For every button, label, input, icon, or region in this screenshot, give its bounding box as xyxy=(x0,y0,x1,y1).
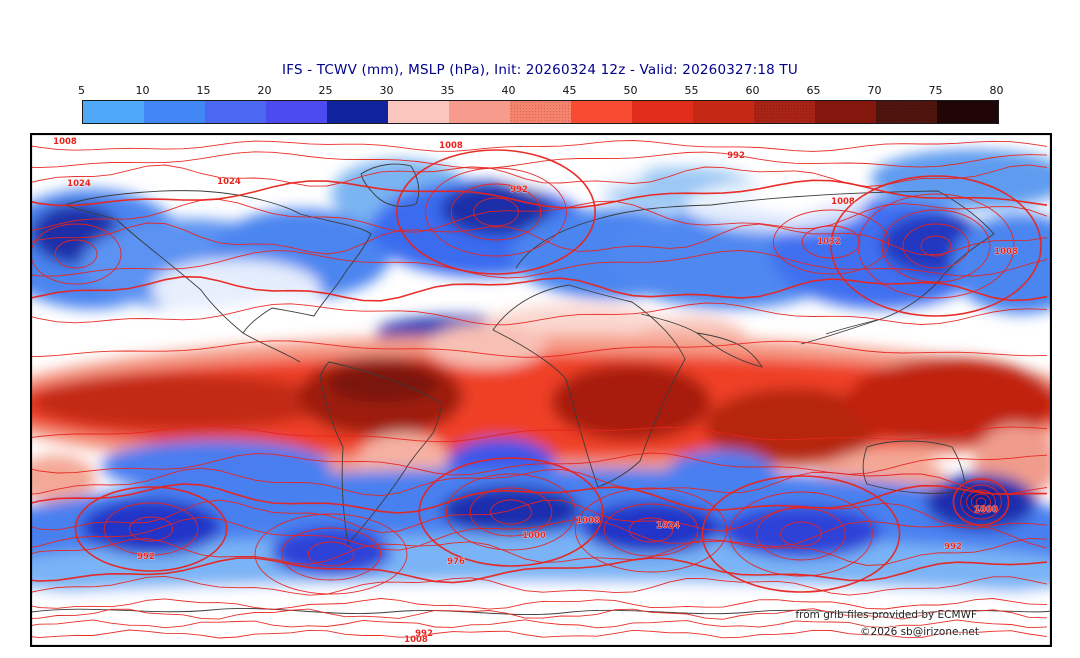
colorbar-tick-25: 25 xyxy=(318,84,333,97)
colorbar-tick-15: 15 xyxy=(196,84,211,97)
colorbar-cell-70-75 xyxy=(876,101,937,123)
coastlines xyxy=(31,163,1051,615)
colorbar xyxy=(82,100,999,124)
colorbar-ticks: 5 10 15 20 25 30 35 40 45 50 55 60 65 70 75 80 xyxy=(51,84,1027,97)
colorbar-cell-50-55 xyxy=(632,101,693,123)
mslp-isobars xyxy=(31,140,1048,639)
pressure-label-8: 1008 xyxy=(994,247,1018,257)
pressure-label-0: 1008 xyxy=(439,141,463,151)
colorbar-cell-75-80 xyxy=(937,101,998,123)
colorbar-cell-65-70 xyxy=(815,101,876,123)
world-map: 1008 992 1024 1008 1024 992 1008 1032 1008 1000 97… xyxy=(30,133,1052,647)
colorbar-cell-55-60 xyxy=(693,101,754,123)
tcwv-field xyxy=(31,134,1051,646)
colorbar-tick-10: 10 xyxy=(135,84,150,97)
pressure-label-9: 1000 xyxy=(522,531,546,541)
pressure-label-10: 976 xyxy=(447,557,465,567)
pressure-label-2: 1024 xyxy=(217,177,241,187)
colorbar-cell-15-20 xyxy=(205,101,266,123)
tcwv-mslp-map: 1008992102410081024992100810321008100097… xyxy=(31,134,1051,646)
colorbar-tick-45: 45 xyxy=(562,84,577,97)
pressure-label-4: 1024 xyxy=(67,179,91,189)
colorbar-cell-20-25 xyxy=(266,101,327,123)
pressure-label-7: 1032 xyxy=(817,237,841,247)
colorbar-tick-65: 65 xyxy=(806,84,821,97)
colorbar-tick-80: 80 xyxy=(989,84,1004,97)
colorbar-tick-75: 75 xyxy=(928,84,943,97)
colorbar-tick-30: 30 xyxy=(379,84,394,97)
pressure-label-6: 1008 xyxy=(831,197,855,207)
attribution-source: from grib files provided by ECMWF xyxy=(795,609,977,621)
pressure-label-15: 992 xyxy=(944,542,962,552)
colorbar-tick-20: 20 xyxy=(257,84,272,97)
colorbar-cell-60-65 xyxy=(754,101,815,123)
colorbar-cell-30-35 xyxy=(388,101,449,123)
pressure-labels: 1008992102410081024992100810321008100097… xyxy=(53,137,1018,646)
colorbar-cell-35-40 xyxy=(449,101,510,123)
pressure-label-12: 1008 xyxy=(576,516,600,526)
pressure-label-17: 1008 xyxy=(404,635,428,645)
pressure-label-1: 992 xyxy=(510,185,528,195)
pressure-label-16: 992 xyxy=(137,552,155,562)
colorbar-cell-40-45 xyxy=(510,101,571,123)
colorbar-tick-40: 40 xyxy=(501,84,516,97)
colorbar-tick-55: 55 xyxy=(684,84,699,97)
colorbar-cell-5-10 xyxy=(83,101,144,123)
page-title: IFS - TCWV (mm), MSLP (hPa), Init: 20260… xyxy=(282,62,798,78)
pressure-label-14: 1000 xyxy=(974,505,998,515)
colorbar-tick-70: 70 xyxy=(867,84,882,97)
pressure-label-11: 1024 xyxy=(656,521,680,531)
colorbar-tick-60: 60 xyxy=(745,84,760,97)
colorbar-cell-25-30 xyxy=(327,101,388,123)
colorbar-tick-35: 35 xyxy=(440,84,455,97)
pressure-label-5: 992 xyxy=(727,151,745,161)
pressure-label-3: 1008 xyxy=(53,137,77,147)
pressure-label-13: 992 xyxy=(415,629,433,639)
attribution-copyright: ©2026 sb@irizone.net xyxy=(860,626,979,638)
colorbar-cell-45-50 xyxy=(571,101,632,123)
colorbar-tick-5: 5 xyxy=(78,84,85,97)
colorbar-cell-10-15 xyxy=(144,101,205,123)
map-frame xyxy=(31,134,1051,646)
colorbar-tick-50: 50 xyxy=(623,84,638,97)
